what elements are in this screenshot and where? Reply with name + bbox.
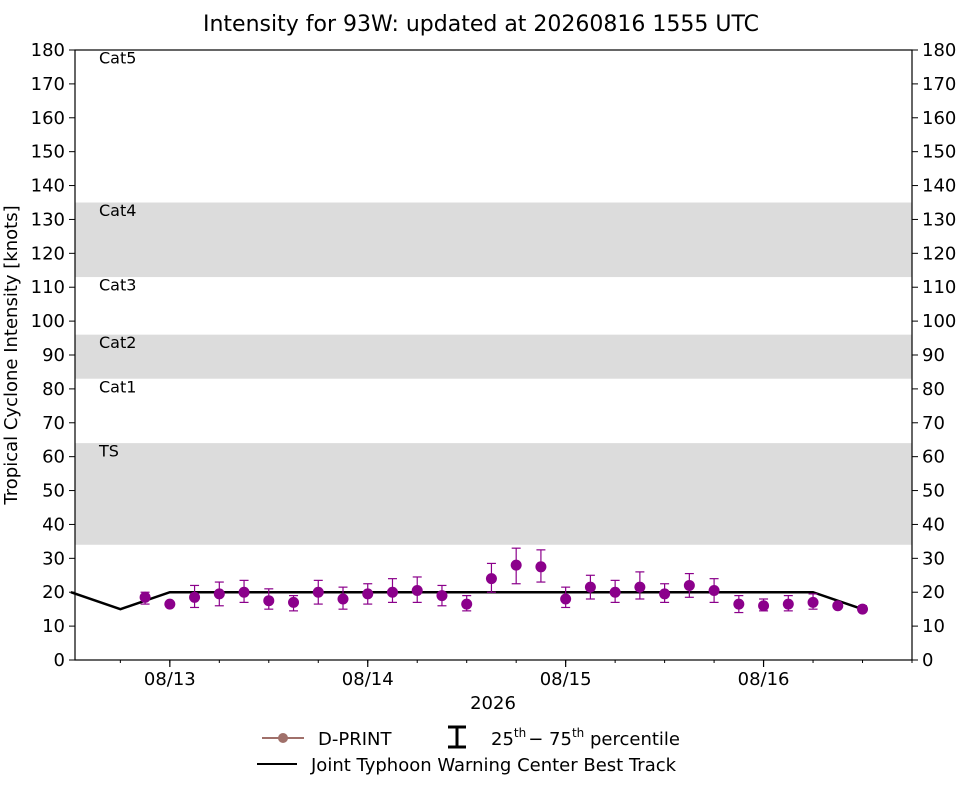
y-tick-label: 0	[54, 650, 65, 671]
legend-dprint-marker	[278, 733, 288, 743]
y-tick-label-right: 40	[922, 514, 945, 535]
dprint-point	[535, 561, 547, 573]
y-axis-left: 0 10 20 30 40 50 60 70 80 90 100 110 120 130 140 150 160…	[31, 40, 75, 671]
y-tick-label-right: 10	[922, 616, 945, 637]
y-tick-label: 100	[31, 311, 65, 332]
category-label-cat1: Cat1	[99, 377, 136, 396]
y-tick-label: 110	[31, 277, 65, 298]
dprint-point	[213, 588, 225, 600]
dprint-point	[139, 591, 151, 603]
x-tick-label: 08/16	[738, 669, 790, 690]
dprint-point	[411, 585, 423, 597]
y-tick-label: 50	[42, 481, 65, 502]
y-tick-label: 80	[42, 379, 65, 400]
y-tick-label: 30	[42, 548, 65, 569]
y-tick-label-right: 160	[922, 108, 956, 129]
x-tick-label: 08/15	[540, 669, 592, 690]
dprint-point	[461, 598, 473, 610]
dprint-point	[659, 588, 671, 600]
category-bands	[75, 202, 912, 545]
y-tick-label: 170	[31, 74, 65, 95]
x-tick-label: 08/14	[342, 669, 394, 690]
y-tick-label: 180	[31, 40, 65, 61]
y-tick-label: 60	[42, 447, 65, 468]
y-tick-label-right: 30	[922, 548, 945, 569]
dprint-point	[857, 603, 869, 615]
dprint-point	[560, 593, 572, 605]
dprint-point	[263, 595, 275, 607]
dprint-point	[510, 559, 522, 571]
y-tick-label: 160	[31, 108, 65, 129]
y-tick-label-right: 50	[922, 481, 945, 502]
category-band-cat4	[75, 202, 912, 278]
chart-title: Intensity for 93W: updated at 20260816 1…	[203, 12, 759, 37]
y-tick-label-right: 180	[922, 40, 956, 61]
y-tick-label-right: 100	[922, 311, 956, 332]
dprint-point	[312, 586, 324, 598]
y-tick-label-right: 70	[922, 413, 945, 434]
y-tick-label: 70	[42, 413, 65, 434]
y-tick-label: 10	[42, 616, 65, 637]
y-tick-label-right: 130	[922, 209, 956, 230]
x-axis: 08/13 08/14 08/15 08/16	[119, 660, 913, 690]
y-tick-label: 90	[42, 345, 65, 366]
x-axis-label: 2026	[470, 693, 516, 714]
dprint-point	[609, 586, 621, 598]
y-tick-label: 40	[42, 514, 65, 535]
category-label-cat4: Cat4	[99, 201, 136, 220]
y-tick-label: 140	[31, 176, 65, 197]
y-tick-label-right: 170	[922, 74, 956, 95]
dprint-point	[832, 600, 844, 612]
y-tick-label: 150	[31, 142, 65, 163]
dprint-point	[189, 591, 201, 603]
dprint-point	[436, 590, 448, 602]
legend-percentile-label: 25th − 75th percentile	[491, 726, 680, 750]
y-tick-label: 20	[42, 582, 65, 603]
dprint-point	[733, 598, 745, 610]
category-label-cat3: Cat3	[99, 276, 136, 295]
best-track-line	[70, 590, 863, 611]
dprint-point	[782, 598, 794, 610]
dprint-point	[584, 581, 596, 593]
y-tick-label-right: 150	[922, 142, 956, 163]
y-tick-label-right: 90	[922, 345, 945, 366]
y-tick-label: 120	[31, 243, 65, 264]
dprint-series	[139, 547, 869, 615]
y-tick-label-right: 80	[922, 379, 945, 400]
dprint-point	[708, 585, 720, 597]
category-labels: TS Cat1 Cat2 Cat3 Cat4 Cat5	[98, 49, 136, 461]
category-band-ts	[75, 443, 912, 545]
dprint-point	[337, 593, 349, 605]
dprint-point	[683, 579, 695, 591]
category-label-cat2: Cat2	[99, 333, 136, 352]
best-track-series	[70, 590, 863, 611]
category-band-cat2	[75, 334, 912, 379]
dprint-point	[164, 598, 176, 610]
legend-best-track-label: Joint Typhoon Warning Center Best Track	[310, 755, 677, 776]
y-tick-label-right: 20	[922, 582, 945, 603]
dprint-point	[807, 596, 819, 608]
x-tick-label: 08/13	[144, 669, 196, 690]
y-tick-label-right: 60	[922, 447, 945, 468]
y-tick-label-right: 110	[922, 277, 956, 298]
y-tick-label-right: 140	[922, 176, 956, 197]
y-tick-label-right: 0	[922, 650, 933, 671]
dprint-point	[758, 600, 770, 612]
legend-dprint-label: D-PRINT	[318, 729, 392, 750]
y-axis-right: 0 10 20 30 40 50 60 70 80 90 100 110 120 130 140 150 160…	[912, 40, 956, 671]
y-tick-label-right: 120	[922, 243, 956, 264]
dprint-point	[485, 573, 497, 585]
category-label-cat5: Cat5	[99, 49, 136, 68]
dprint-point	[238, 586, 250, 598]
y-tick-label: 130	[31, 209, 65, 230]
y-axis-label: Tropical Cyclone Intensity [knots]	[1, 205, 22, 505]
dprint-point	[634, 581, 646, 593]
category-label-ts: TS	[98, 442, 119, 461]
legend: D-PRINT 25th − 75th percentile Joint Typh…	[257, 725, 680, 776]
dprint-point	[386, 586, 398, 598]
dprint-point	[362, 588, 374, 600]
dprint-point	[288, 596, 300, 608]
legend-errorbar-icon	[448, 725, 466, 749]
